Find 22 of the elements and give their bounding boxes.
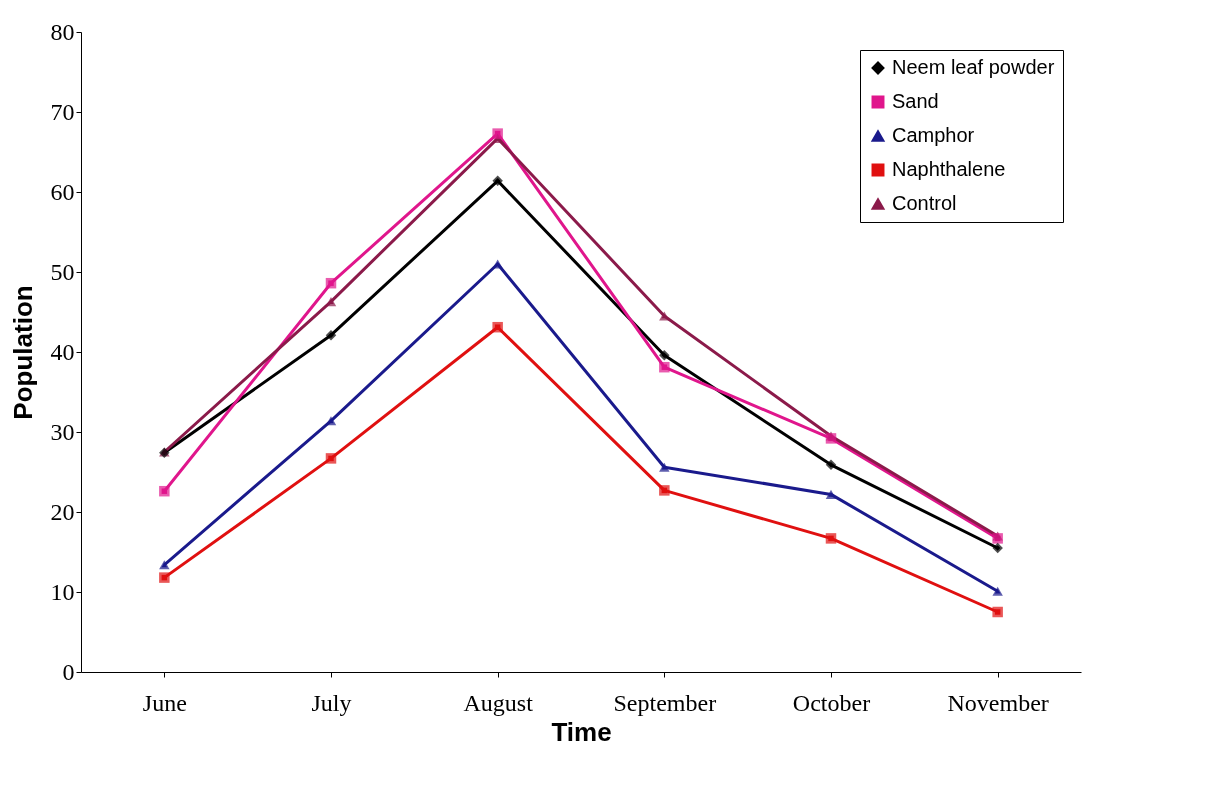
y-tick-label: 0: [62, 658, 75, 685]
y-tick-label: 70: [50, 98, 75, 125]
x-tick-label: July: [311, 689, 352, 716]
legend-label: Control: [892, 192, 957, 214]
legend-label: Camphor: [892, 124, 975, 146]
y-tick-label: 10: [50, 578, 75, 605]
y-tick-label: 60: [50, 178, 75, 205]
y-tick-label: 50: [50, 258, 75, 285]
x-tick-label: September: [613, 689, 717, 716]
y-tick-label: 30: [50, 418, 75, 445]
y-tick-label: 40: [50, 338, 75, 365]
legend-label: Sand: [892, 90, 939, 112]
x-tick-label: August: [463, 689, 534, 716]
x-tick-label: November: [947, 689, 1049, 716]
legend-label: Neem leaf powder: [892, 56, 1055, 78]
y-tick-label: 20: [50, 498, 75, 525]
x-tick-label: June: [142, 689, 187, 716]
y-axis-title: Population: [7, 285, 38, 420]
x-axis-title: Time: [551, 716, 612, 747]
y-tick-label: 80: [50, 18, 75, 45]
legend-label: Naphthalene: [892, 158, 1006, 180]
x-tick-label: October: [792, 689, 871, 716]
